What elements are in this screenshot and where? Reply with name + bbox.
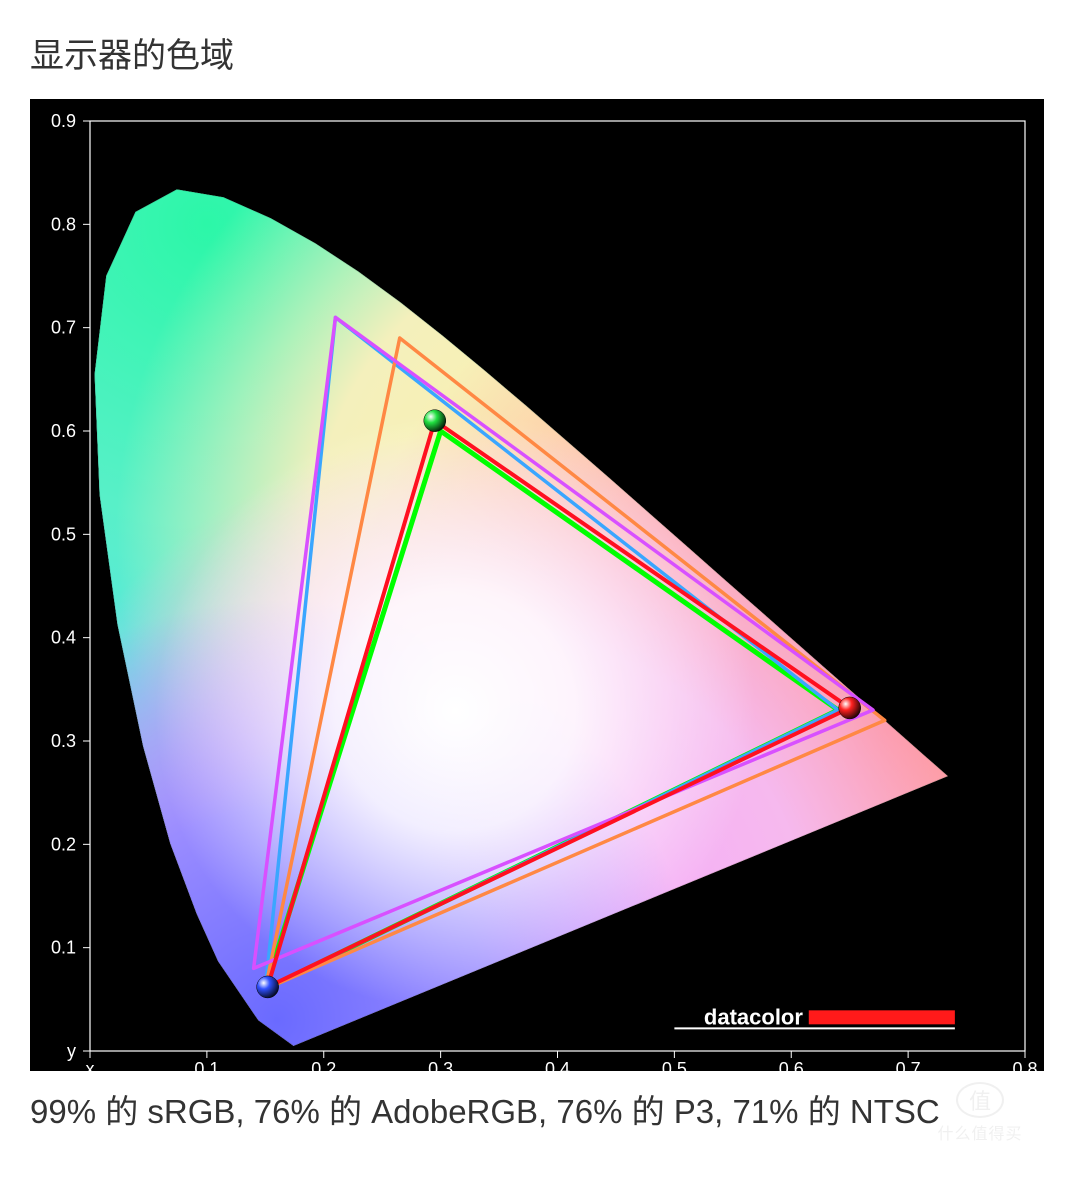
measured-point-r	[839, 697, 861, 719]
page-title: 显示器的色域	[30, 28, 1052, 77]
gamut-chart: x 0.1 0.2 0.3 0.4 0.5 0.6 0.7 0.8 y 0.1 0.2 0.3 0.4 0.…	[30, 99, 1044, 1071]
x-tick-label: x	[86, 1059, 95, 1071]
x-tick-label: 0.8	[1012, 1059, 1037, 1071]
y-tick-label: 0.8	[51, 214, 76, 234]
y-tick-label: 0.3	[51, 731, 76, 751]
svg-text:datacolor: datacolor	[704, 1004, 803, 1029]
x-tick-label: 0.5	[662, 1059, 687, 1071]
x-tick-label: 0.2	[311, 1059, 336, 1071]
y-tick-label: y	[67, 1041, 76, 1061]
y-tick-label: 0.4	[51, 628, 76, 648]
measured-point-g	[424, 410, 446, 432]
gamut-caption: 99% 的 sRGB, 76% 的 AdobeRGB, 76% 的 P3, 71…	[30, 1085, 1052, 1133]
x-tick-label: 0.4	[545, 1059, 570, 1071]
x-tick-label: 0.1	[194, 1059, 219, 1071]
y-tick-label: 0.5	[51, 524, 76, 544]
x-tick-label: 0.3	[428, 1059, 453, 1071]
y-tick-label: 0.1	[51, 938, 76, 958]
y-tick-label: 0.7	[51, 318, 76, 338]
page-container: 显示器的色域 x 0.1 0.2 0.3 0.4 0.5 0.6 0.7 0.8 y 0.1 0.2 0…	[0, 0, 1080, 1173]
brand-datacolor: datacolor	[674, 1004, 955, 1029]
measured-point-b	[257, 976, 279, 998]
y-tick-label: 0.2	[51, 834, 76, 854]
y-tick-label: 0.6	[51, 421, 76, 441]
y-tick-label: 0.9	[51, 111, 76, 131]
chromaticity-svg: x 0.1 0.2 0.3 0.4 0.5 0.6 0.7 0.8 y 0.1 0.2 0.3 0.4 0.…	[30, 99, 1044, 1071]
x-tick-label: 0.7	[896, 1059, 921, 1071]
x-tick-label: 0.6	[779, 1059, 804, 1071]
